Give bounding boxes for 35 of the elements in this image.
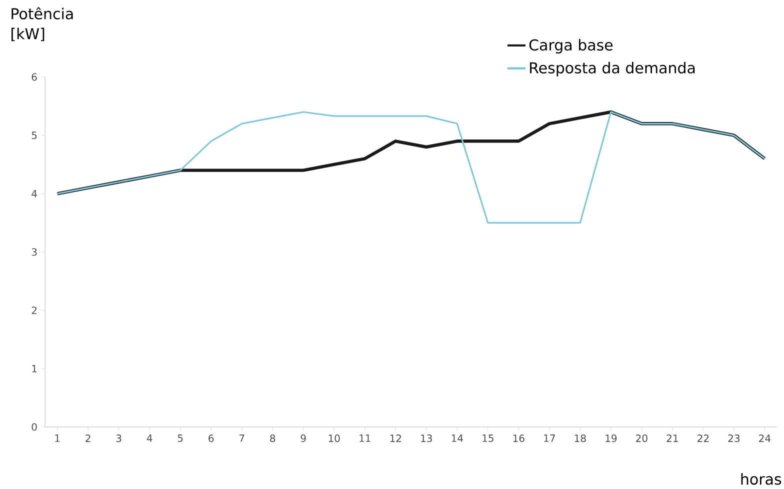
x-tick-label: 14	[452, 434, 463, 442]
x-tick-label: 6	[208, 434, 214, 442]
y-axis-title: Potência [kW]	[11, 7, 73, 42]
x-tick-label: 10	[328, 434, 340, 442]
x-tick-label: 8	[270, 434, 276, 442]
x-tick-label: 19	[606, 434, 617, 442]
x-tick-label: 4	[146, 434, 152, 442]
x-tick-label: 11	[360, 434, 370, 442]
x-tick-label: 13	[421, 434, 432, 442]
y-tick-label: 4	[32, 190, 37, 198]
x-tick-label: 15	[482, 434, 494, 442]
x-tick-label: 24	[759, 434, 770, 442]
x-tick-label: 16	[513, 434, 524, 442]
y-tick-label: 3	[32, 248, 37, 256]
x-tick-label: 17	[544, 434, 555, 442]
x-tick-label: 5	[178, 434, 183, 442]
x-tick-label: 22	[698, 434, 709, 442]
x-tick-label: 23	[728, 434, 740, 442]
y-tick-label: 0	[32, 423, 37, 431]
x-tick-label: 20	[636, 434, 648, 442]
y-tick-label: 2	[32, 306, 36, 314]
x-tick-label: 12	[390, 434, 401, 442]
x-tick-label: 2	[86, 434, 90, 442]
x-tick-label: 7	[239, 434, 244, 442]
x-tick-label: 3	[116, 434, 122, 442]
y-tick-label: 6	[32, 73, 37, 81]
x-axis-title: horas	[741, 473, 782, 485]
x-tick-label: 9	[300, 434, 306, 442]
legend-label: Carga base	[529, 39, 613, 54]
x-tick-label: 21	[666, 434, 678, 442]
x-tick-label: 18	[574, 434, 586, 442]
y-tick-label: 1	[32, 365, 37, 372]
x-tick-label: 1	[55, 434, 60, 442]
y-tick-label: 5	[32, 132, 37, 140]
legend-label: Resposta da demanda	[530, 62, 695, 76]
